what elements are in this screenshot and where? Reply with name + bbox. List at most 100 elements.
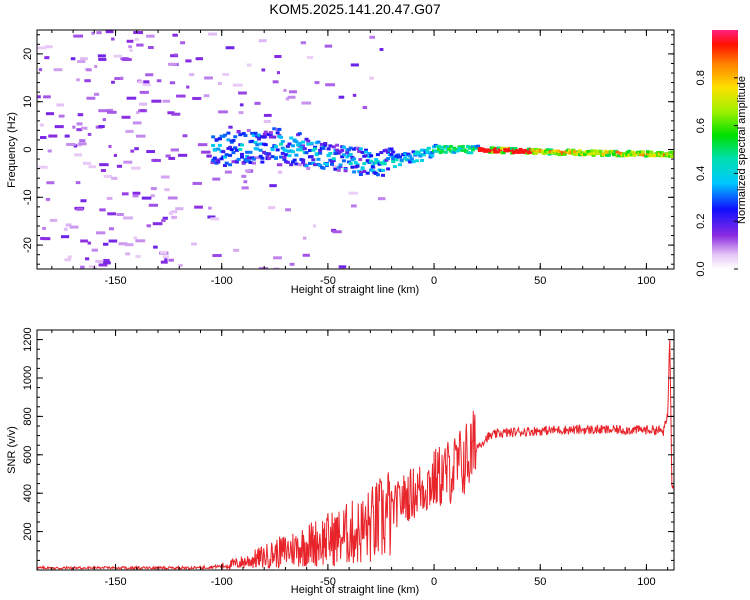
heatmap-cell xyxy=(135,111,140,115)
heatmap-cell xyxy=(118,242,128,246)
heatmap-cell xyxy=(182,134,188,138)
heatmap-cell xyxy=(348,146,353,150)
heatmap-cell xyxy=(645,150,650,154)
heatmap-cell xyxy=(630,150,635,154)
heatmap-cell xyxy=(123,160,133,164)
heatmap-cell xyxy=(476,144,481,148)
heatmap-cell xyxy=(287,154,292,158)
snr-xtick-label: 50 xyxy=(534,576,546,588)
heatmap-cell xyxy=(160,260,168,264)
heatmap-cell xyxy=(285,144,290,148)
heatmap-cell xyxy=(231,139,236,143)
colorbar-tick-label: 0.2 xyxy=(695,214,707,229)
heatmap-cell xyxy=(141,196,152,200)
heatmap-cell xyxy=(301,140,306,144)
heatmap-cell xyxy=(304,137,309,141)
heatmap-cell xyxy=(261,68,266,72)
heatmap-cell xyxy=(172,33,178,37)
heatmap-cell xyxy=(246,128,251,132)
heatmap-cell xyxy=(138,102,148,106)
heatmap-cell xyxy=(75,181,81,185)
heatmap-cell xyxy=(167,111,175,115)
heatmap-cell xyxy=(589,149,594,153)
heatmap-cell xyxy=(302,253,310,257)
heatmap-cell xyxy=(250,139,255,143)
heatmap-cell xyxy=(93,92,100,96)
heatmap-cell xyxy=(116,212,124,216)
heatmap-cell xyxy=(47,149,52,153)
heatmap-cell xyxy=(365,171,370,175)
heatmap-cell xyxy=(185,59,192,63)
heatmap-cell xyxy=(103,258,110,262)
heatmap-cell xyxy=(639,153,644,157)
heatmap-cell xyxy=(491,146,496,150)
heatmap-cell xyxy=(279,135,284,139)
heatmap-cell xyxy=(80,199,87,203)
heatmap-cell xyxy=(231,151,236,155)
heatmap-cell xyxy=(540,149,545,153)
heatmap-cell xyxy=(254,101,261,105)
heatmap-cell xyxy=(358,158,363,162)
heatmap-cell xyxy=(421,153,426,157)
heatmap-cell xyxy=(229,148,234,152)
heatmap-cell xyxy=(48,134,58,138)
snr-ytick-label: 800 xyxy=(22,407,34,425)
heatmap-cell xyxy=(238,111,244,115)
heatmap-cell xyxy=(336,151,341,155)
heatmap-cell xyxy=(289,136,294,140)
heatmap-cell xyxy=(411,150,416,154)
heatmap-cell xyxy=(323,142,328,146)
heatmap-cell xyxy=(97,54,106,58)
heatmap-cell xyxy=(156,79,162,83)
heatmap-cell xyxy=(287,142,292,146)
heatmap-cell xyxy=(262,135,267,139)
heatmap-cell xyxy=(192,181,202,185)
heatmap-cell xyxy=(649,150,654,154)
heatmap-cell xyxy=(54,125,64,129)
heatmap-cell xyxy=(276,71,280,75)
heatmap-cell xyxy=(606,153,611,157)
heatmap-cell xyxy=(596,151,601,155)
heatmap-cell xyxy=(248,161,253,165)
heatmap-cell xyxy=(37,95,41,99)
heatmap-cell xyxy=(414,159,419,163)
heatmap-cell xyxy=(221,150,226,154)
heatmap-cell xyxy=(43,95,51,99)
heatmap-cell xyxy=(513,147,518,151)
heatmap-cell xyxy=(217,82,222,86)
heatmap-cell xyxy=(294,153,299,157)
heatmap-cell xyxy=(287,95,296,99)
heatmap-cell xyxy=(103,242,109,246)
heatmap-cell xyxy=(299,148,304,152)
heatmap-cell xyxy=(106,196,113,200)
heatmap-cell xyxy=(116,164,123,168)
heatmap-cell xyxy=(324,162,329,166)
heatmap-cell xyxy=(358,173,363,177)
heatmap-cell xyxy=(269,184,277,188)
heatmap-cell xyxy=(168,258,174,262)
heatmap-cell xyxy=(375,173,380,177)
heatmap-cell xyxy=(301,158,306,162)
heatmap-cell xyxy=(304,164,309,168)
heatmap-cell xyxy=(246,159,251,163)
spectrogram-xtick-label: -100 xyxy=(211,275,233,287)
heatmap-cell xyxy=(340,148,345,152)
heatmap-cell xyxy=(132,121,142,125)
heatmap-cell xyxy=(91,31,95,35)
heatmap-cell xyxy=(231,160,236,164)
heatmap-cell xyxy=(153,245,158,249)
heatmap-cell xyxy=(216,147,221,151)
heatmap-cell xyxy=(76,78,80,82)
heatmap-cell xyxy=(225,46,235,50)
heatmap-cell xyxy=(136,43,144,47)
heatmap-cell xyxy=(598,149,603,153)
heatmap-cell xyxy=(386,157,391,161)
heatmap-cell xyxy=(224,170,232,174)
heatmap-cell xyxy=(426,146,431,150)
heatmap-cell xyxy=(86,68,92,72)
heatmap-cell xyxy=(131,166,141,170)
heatmap-cell xyxy=(489,148,494,152)
heatmap-cell xyxy=(95,259,104,263)
heatmap-cell xyxy=(65,223,72,227)
heatmap-cell xyxy=(265,154,270,158)
